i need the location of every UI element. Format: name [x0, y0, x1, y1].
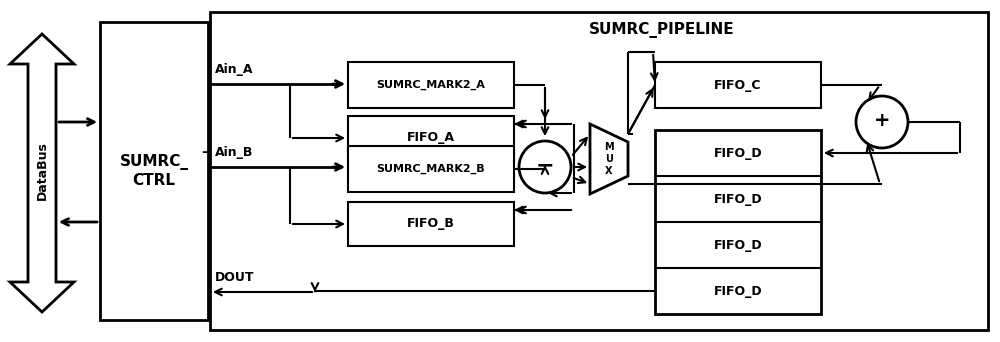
Text: DOUT: DOUT — [215, 271, 254, 284]
Text: Ain_A: Ain_A — [215, 63, 254, 76]
Text: FIFO_D: FIFO_D — [714, 285, 762, 298]
Text: SUMRC_MARK2_A: SUMRC_MARK2_A — [377, 80, 485, 90]
Bar — [348, 62, 514, 108]
Text: +: + — [874, 111, 890, 131]
Text: FIFO_A: FIFO_A — [407, 132, 455, 145]
Text: Ain_B: Ain_B — [215, 146, 253, 159]
Bar — [655, 130, 821, 314]
Polygon shape — [10, 34, 74, 312]
Bar — [210, 12, 988, 330]
Text: SUMRC_MARK2_B: SUMRC_MARK2_B — [377, 164, 485, 174]
Text: FIFO_C: FIFO_C — [714, 79, 762, 92]
Text: –: – — [201, 145, 208, 159]
Text: FIFO_D: FIFO_D — [714, 238, 762, 251]
Text: M
U
X: M U X — [604, 142, 614, 175]
Bar — [348, 116, 514, 160]
Bar — [348, 146, 514, 192]
Text: FIFO_D: FIFO_D — [714, 146, 762, 159]
Bar — [655, 62, 821, 108]
Text: SUMRC_
CTRL: SUMRC_ CTRL — [120, 154, 188, 188]
Text: SUMRC_PIPELINE: SUMRC_PIPELINE — [588, 22, 734, 38]
Bar — [100, 22, 208, 320]
Text: −: − — [536, 155, 554, 175]
Polygon shape — [590, 124, 628, 194]
Text: FIFO_B: FIFO_B — [407, 218, 455, 231]
Bar — [348, 202, 514, 246]
Text: DataBus: DataBus — [36, 142, 48, 200]
Text: FIFO_D: FIFO_D — [714, 193, 762, 206]
